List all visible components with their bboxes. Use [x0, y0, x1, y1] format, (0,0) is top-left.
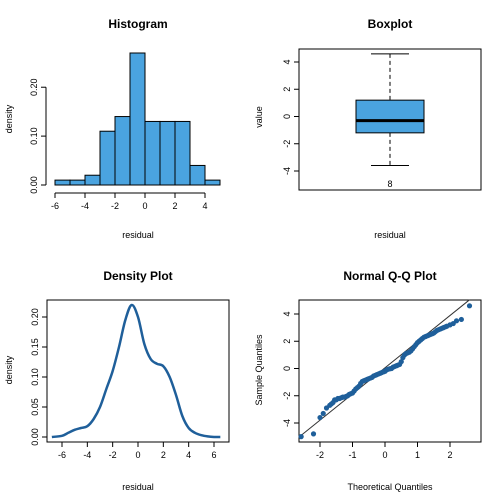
qq-panel: Normal Q-Q Plot Theoretical Quantiles Sa…	[254, 269, 482, 492]
histogram-x-tick-label: -2	[111, 201, 119, 211]
qq-title: Normal Q-Q Plot	[343, 269, 436, 283]
density-x-tick-label: 2	[161, 450, 166, 460]
qq-x-label: Theoretical Quantiles	[347, 482, 433, 492]
density-x-label: residual	[122, 482, 154, 492]
qq-y-tick-label: 4	[282, 311, 292, 316]
histogram-x-label: residual	[122, 230, 154, 240]
histogram-y-tick-label: 0.10	[29, 127, 39, 145]
density-x-tick-label: 4	[186, 450, 191, 460]
density-x-tick-label: -2	[109, 450, 117, 460]
histogram-x-tick-label: 2	[172, 201, 177, 211]
histogram-bars	[54, 52, 221, 186]
density-x-tick-label: -6	[58, 450, 66, 460]
boxplot-y-tick-label: -4	[282, 167, 292, 175]
density-y-tick-label: 0.10	[30, 368, 40, 386]
histogram-bar	[129, 52, 146, 186]
histogram-x-axis: -6 -4 -2 0 2 4	[51, 192, 208, 211]
boxplot-box	[355, 99, 425, 134]
histogram-bar	[174, 120, 191, 186]
qq-point	[453, 318, 460, 324]
histogram-title: Histogram	[108, 17, 167, 31]
qq-x-tick-label: 1	[415, 450, 420, 460]
density-y-label: density	[4, 355, 14, 384]
qq-point	[317, 414, 323, 421]
histogram-bar	[99, 130, 116, 186]
histogram-bar	[159, 120, 176, 186]
qq-point	[320, 410, 326, 417]
histogram-y-tick-label: 0.20	[29, 78, 39, 96]
boxplot-y-tick-label: 0	[282, 114, 292, 119]
density-y-axis: 0.00 0.05 0.10 0.15 0.20	[30, 308, 48, 446]
density-title: Density Plot	[103, 269, 172, 283]
histogram-x-tick-label: 4	[202, 201, 207, 211]
histogram-y-tick-label: 0.00	[29, 176, 39, 194]
histogram-bar	[54, 179, 71, 186]
histogram-x-tick-label: 0	[142, 201, 147, 211]
histogram-y-axis: 0.00 0.10 0.20	[29, 78, 47, 194]
density-curve	[51, 303, 221, 439]
qq-points	[298, 303, 473, 440]
histogram-y-label: density	[4, 104, 14, 133]
qq-point	[298, 434, 304, 440]
boxplot-x-label: residual	[374, 230, 406, 240]
histogram-x-tick-label: -4	[81, 201, 89, 211]
qq-y-label: Sample Quantiles	[254, 334, 264, 406]
density-y-tick-label: 0.05	[30, 398, 40, 416]
boxplot-outlier-label: 8	[387, 179, 392, 189]
density-y-tick-label: 0.00	[30, 428, 40, 446]
density-x-axis: -6 -4 -2 0 2 4 6	[58, 441, 217, 460]
histogram-panel: Histogram residual density -6 -4 -2 0 2 4 0.0…	[4, 17, 221, 240]
histogram-bar	[84, 174, 101, 186]
qq-y-tick-label: -2	[282, 392, 292, 400]
qq-y-axis: -4 -2 0 2 4	[282, 311, 300, 427]
qq-x-tick-label: 2	[447, 450, 452, 460]
boxplot-y-tick-label: 2	[282, 87, 292, 92]
qq-x-tick-label: -1	[348, 450, 356, 460]
histogram-bar	[114, 116, 131, 186]
density-x-tick-label: -4	[83, 450, 91, 460]
boxplot-y-label: value	[254, 106, 264, 128]
density-panel: Density Plot residual density -6 -4 -2 0 2 4 6…	[4, 269, 230, 492]
qq-point	[310, 431, 317, 437]
qq-x-axis: -2 -1 0 1 2	[316, 441, 453, 460]
boxplot-body: 8	[355, 53, 425, 189]
boxplot-title: Boxplot	[368, 17, 413, 31]
histogram-x-tick-label: -6	[51, 201, 59, 211]
density-x-tick-label: 0	[135, 450, 140, 460]
density-y-tick-label: 0.15	[30, 338, 40, 356]
histogram-bar	[189, 164, 206, 186]
qq-point	[466, 303, 473, 309]
density-x-tick-label: 6	[211, 450, 216, 460]
boxplot-y-axis: -4 -2 0 2 4	[282, 59, 300, 175]
qq-reference-line	[300, 299, 470, 437]
qq-x-tick-label: 0	[382, 450, 387, 460]
boxplot-panel: Boxplot residual value -4 -2 0 2 4 8	[254, 17, 482, 240]
qq-point	[398, 359, 404, 365]
qq-y-tick-label: 0	[282, 366, 292, 371]
histogram-bar	[204, 179, 221, 186]
qq-x-tick-label: -2	[316, 450, 324, 460]
boxplot-y-tick-label: -2	[282, 140, 292, 148]
histogram-bar	[144, 120, 161, 186]
qq-y-tick-label: -4	[282, 419, 292, 427]
qq-y-tick-label: 2	[282, 339, 292, 344]
qq-point	[458, 316, 464, 323]
density-y-tick-label: 0.20	[30, 308, 40, 326]
histogram-bar	[69, 179, 86, 186]
boxplot-y-tick-label: 4	[282, 59, 292, 64]
